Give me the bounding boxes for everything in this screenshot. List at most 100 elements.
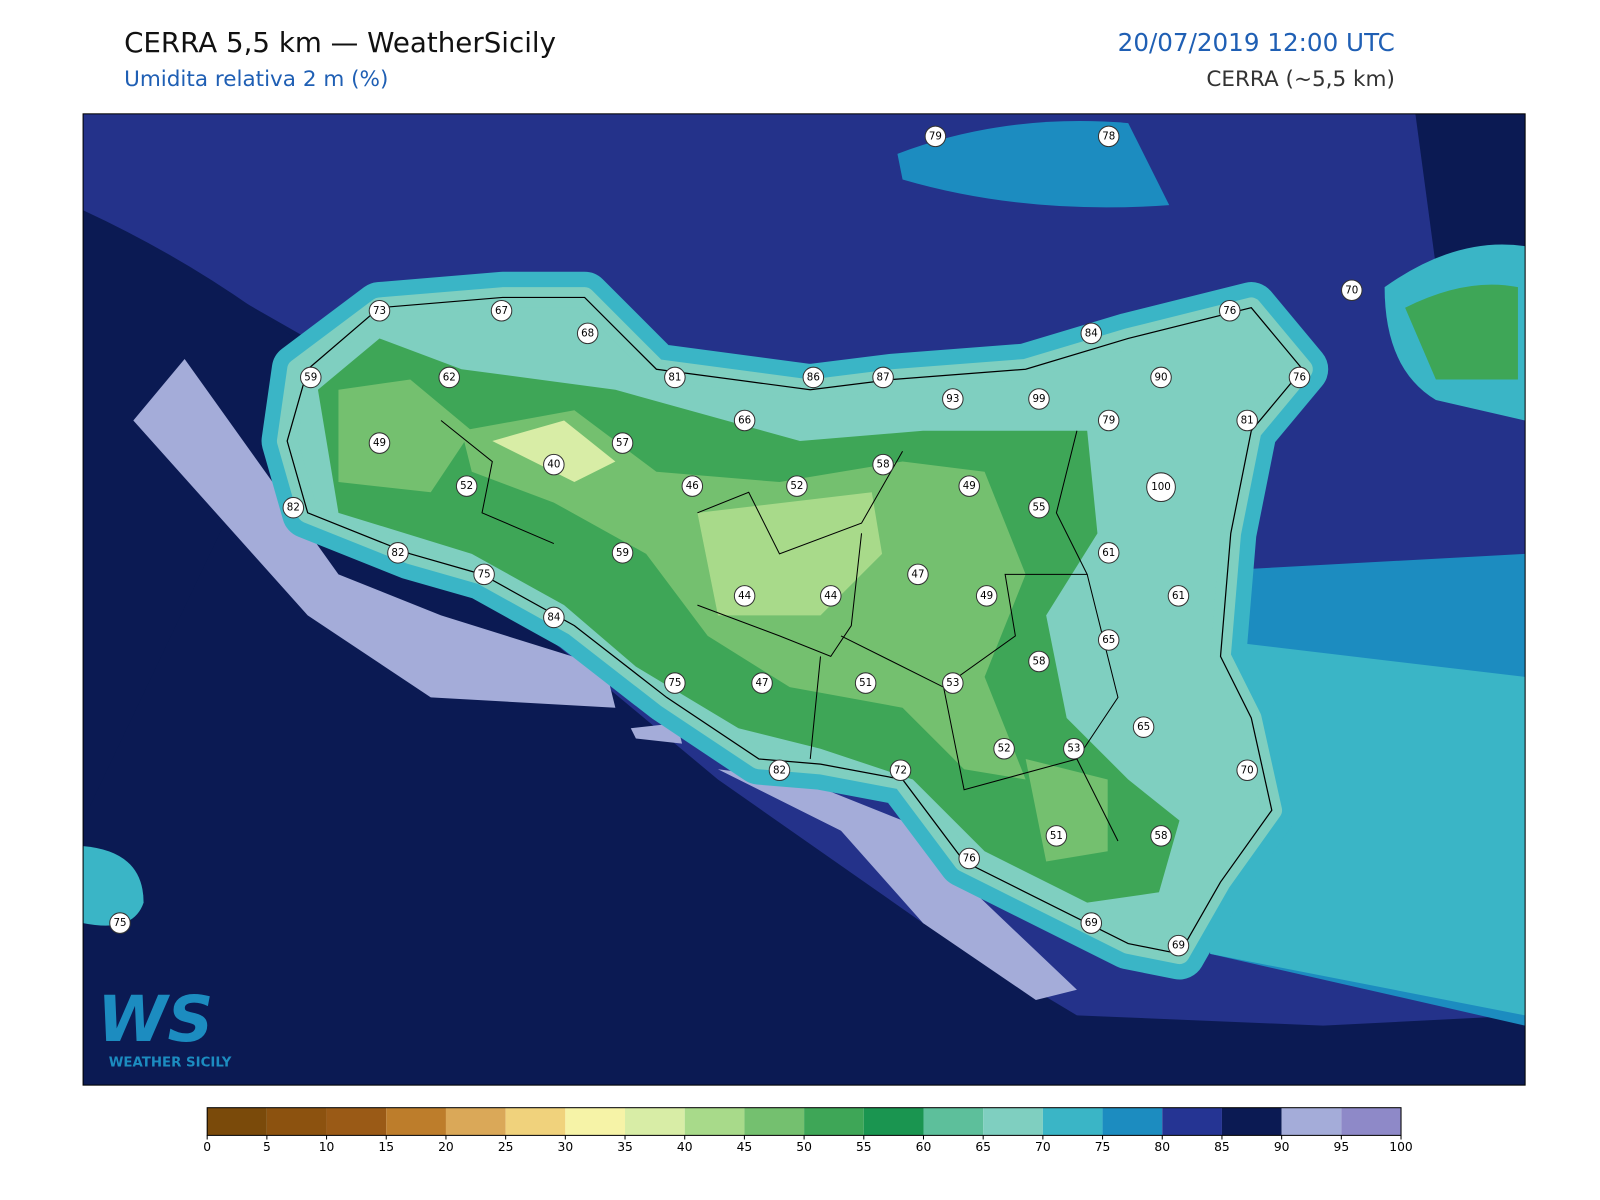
station-marker [1028,496,1050,519]
station-value: 58 [1032,656,1045,668]
station-value: 75 [113,917,126,929]
station: 49 [368,432,391,454]
station-marker [1146,472,1176,503]
station: 44 [820,585,842,607]
colorbar-bin [923,1107,984,1136]
station-value: 70 [1345,284,1358,296]
station: 62 [438,366,460,389]
colorbar-bin [744,1107,805,1136]
colorbar-label: 10 [319,1140,335,1154]
station-value: 69 [1172,940,1185,952]
station: 69 [1167,934,1190,957]
colorbar-bin [1162,1107,1222,1136]
station-marker [664,366,686,389]
station-marker [1341,279,1363,302]
station-marker [924,125,947,148]
station: 52 [455,475,478,497]
station: 65 [1132,716,1155,738]
station-marker [681,475,704,497]
station: 49 [958,475,980,497]
station-value: 70 [1241,764,1254,776]
station-marker [1080,322,1103,345]
station-marker [1288,366,1311,389]
datetime: 20/07/2019 12:00 UTC [1118,28,1395,57]
station-marker [907,563,929,586]
station: 47 [907,563,929,586]
station: 75 [664,672,686,694]
station-marker [854,672,877,694]
station-value: 67 [495,305,508,317]
station: 82 [387,542,409,564]
station-value: 78 [1102,130,1115,142]
colorbar-label: 75 [1095,1140,1111,1154]
colorbar-label: 65 [975,1140,991,1154]
title: CERRA 5,5 km — WeatherSicily [124,26,556,59]
station: 79 [924,125,947,148]
station-marker [1218,299,1241,322]
station-value: 58 [1155,830,1168,842]
station-marker [1045,825,1068,847]
colorbar-label: 20 [438,1140,454,1154]
station: 99 [1028,388,1050,410]
station: 47 [751,672,773,694]
station: 87 [872,366,894,389]
colorbar-label: 80 [1154,1140,1170,1154]
station-marker [942,388,964,410]
station: 52 [993,737,1015,760]
station-marker [768,759,791,782]
station-marker [958,475,980,497]
station-value: 86 [807,371,820,383]
station-value: 57 [616,437,629,449]
station-value: 66 [738,415,751,427]
station-marker [282,496,305,519]
station: 58 [872,453,894,476]
station-marker [733,585,756,607]
station-value: 65 [1102,634,1115,646]
station-marker [1097,629,1120,651]
station-marker [1097,542,1120,564]
stations: 79 78 73 67 68 70 76 84 59 62 81 86 87 90 76 93 99 66 79 81… [109,125,1363,957]
station-value: 44 [824,590,837,602]
colorbar-bin [505,1107,566,1136]
station: 59 [299,366,322,389]
colorbar: 0 5 10 15 20 25 30 35 40 45 50 55 60 65 70 75 80 85 90 95 10… [203,1107,1413,1154]
station: 82 [768,759,791,782]
colorbar-bin [804,1107,864,1136]
station-marker [576,322,599,345]
colorbar-label: 100 [1389,1140,1412,1154]
station: 84 [1080,322,1103,345]
colorbar-label: 85 [1214,1140,1230,1154]
colorbar-label: 55 [856,1140,872,1154]
station: 75 [473,563,495,586]
colorbar-bin [266,1107,327,1136]
station-marker [786,475,808,497]
station-value: 69 [1085,917,1098,929]
station: 100 [1146,472,1176,503]
station: 73 [368,299,391,322]
station-value: 61 [1102,547,1115,559]
station-marker [872,453,894,476]
station-value: 52 [460,480,473,492]
colorbar-label: 90 [1274,1140,1290,1154]
colorbar-label: 5 [263,1140,271,1154]
sea-light [133,358,616,708]
station-marker [438,366,460,389]
colorbar-label: 45 [737,1140,753,1154]
colorbar-bin [565,1107,626,1136]
station-marker [455,475,478,497]
station-marker [942,672,964,694]
colorbar-label: 50 [796,1140,812,1154]
station-marker [1028,388,1050,410]
logo-text: WEATHER SICILY [109,1056,232,1071]
station: 75 [109,912,131,934]
station-value: 90 [1155,371,1168,383]
station: 66 [733,409,756,432]
station-value: 76 [1293,371,1306,383]
station-marker [473,563,495,586]
station: 58 [1028,650,1050,673]
station: 53 [942,672,964,694]
subtitle: Umidita relativa 2 m (%) [124,67,388,92]
colorbar-label: 15 [378,1140,394,1154]
model-label: CERRA (~5,5 km) [1206,67,1395,92]
station: 90 [1150,366,1172,389]
